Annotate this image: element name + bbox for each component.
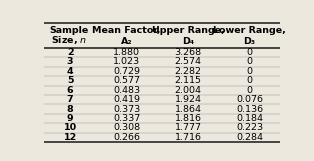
Text: 10: 10 [63, 123, 77, 132]
Text: 6: 6 [67, 86, 73, 95]
Text: 1.864: 1.864 [175, 105, 202, 114]
Text: 0.284: 0.284 [236, 133, 263, 142]
Text: 12: 12 [63, 133, 77, 142]
Text: 1.023: 1.023 [113, 57, 140, 66]
Text: Sample: Sample [49, 26, 89, 35]
Text: 0: 0 [246, 57, 252, 66]
Text: 2.115: 2.115 [175, 76, 202, 85]
Text: D₃: D₃ [243, 37, 256, 46]
Text: 2.282: 2.282 [175, 67, 202, 76]
Text: 1.880: 1.880 [113, 48, 140, 57]
Text: Mean Factor,: Mean Factor, [93, 26, 161, 35]
Text: Lower Range,: Lower Range, [213, 26, 286, 35]
Text: 9: 9 [67, 114, 73, 123]
Text: 2.004: 2.004 [175, 86, 202, 95]
Text: 0.577: 0.577 [113, 76, 140, 85]
Text: 0: 0 [246, 86, 252, 95]
Text: 0.184: 0.184 [236, 114, 263, 123]
Text: 1.816: 1.816 [175, 114, 202, 123]
Text: 2: 2 [67, 48, 73, 57]
Text: 0.266: 0.266 [113, 133, 140, 142]
Text: 7: 7 [67, 95, 73, 104]
Text: 5: 5 [67, 76, 73, 85]
Text: 3: 3 [67, 57, 73, 66]
Text: 1.924: 1.924 [175, 95, 202, 104]
Text: 0.136: 0.136 [236, 105, 263, 114]
Text: 1.777: 1.777 [175, 123, 202, 132]
Text: 0.419: 0.419 [113, 95, 140, 104]
Text: 0.729: 0.729 [113, 67, 140, 76]
Text: 2.574: 2.574 [175, 57, 202, 66]
Text: 0.308: 0.308 [113, 123, 140, 132]
Text: 0.337: 0.337 [113, 114, 140, 123]
Text: 0: 0 [246, 48, 252, 57]
Text: 3.268: 3.268 [175, 48, 202, 57]
Text: 0.373: 0.373 [113, 105, 140, 114]
Text: Upper Range,: Upper Range, [152, 26, 225, 35]
Text: 0.223: 0.223 [236, 123, 263, 132]
Text: D₄: D₄ [182, 37, 194, 46]
Text: 8: 8 [67, 105, 73, 114]
Text: A₂: A₂ [121, 37, 133, 46]
Text: 1.716: 1.716 [175, 133, 202, 142]
Text: 0: 0 [246, 76, 252, 85]
Text: 4: 4 [67, 67, 73, 76]
Text: Size, $n$: Size, $n$ [51, 34, 87, 46]
Text: 0.076: 0.076 [236, 95, 263, 104]
Text: 0: 0 [246, 67, 252, 76]
Text: 0.483: 0.483 [113, 86, 140, 95]
